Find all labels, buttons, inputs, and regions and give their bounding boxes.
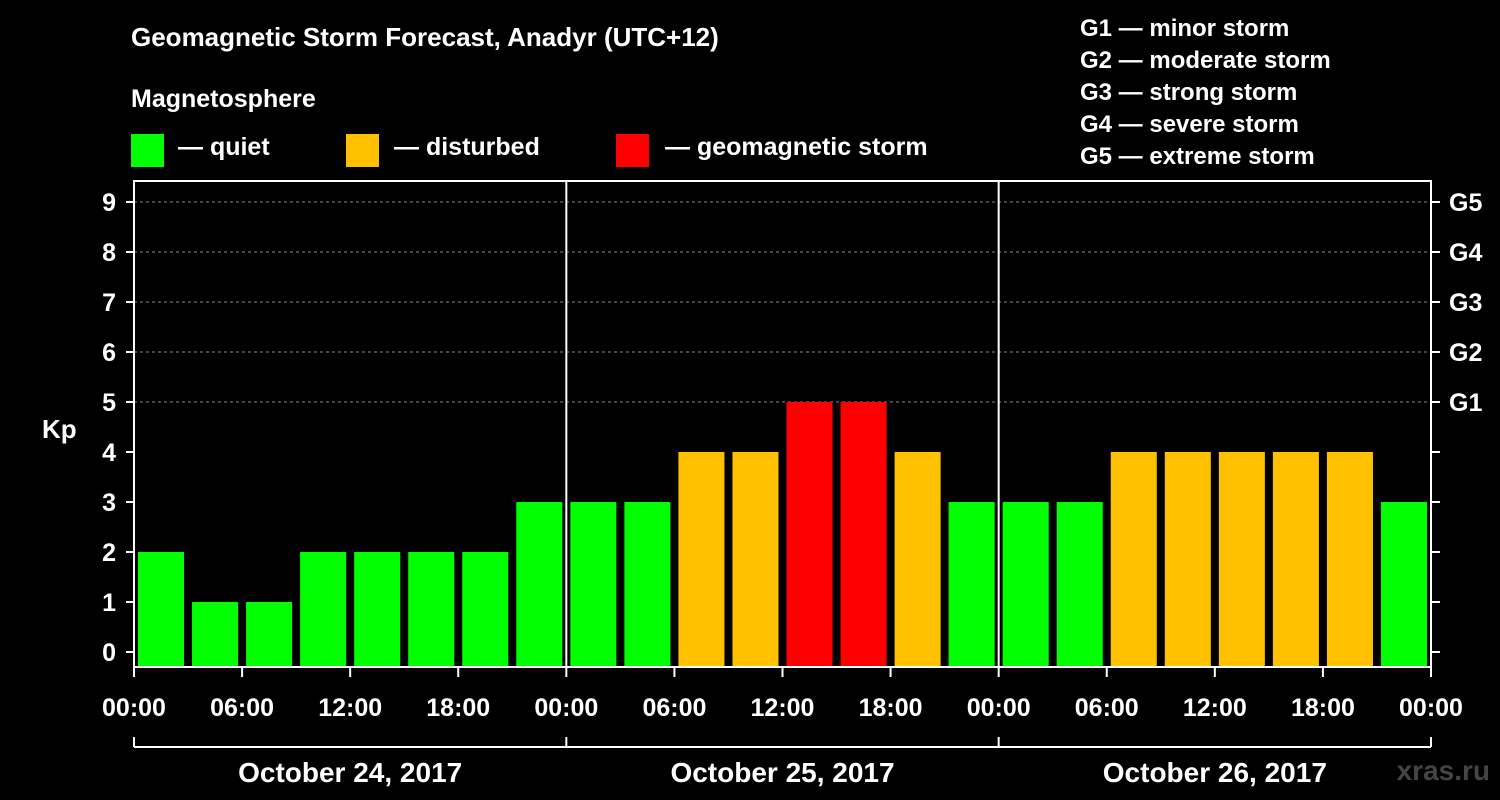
day-label-0: October 24, 2017 (238, 757, 462, 788)
bar-16 (1002, 502, 1049, 667)
y-tick-label-2: 2 (102, 539, 116, 567)
day-label-1: October 25, 2017 (670, 757, 894, 788)
x-tick-label-7: 18:00 (859, 694, 923, 722)
y-tick-label-3: 3 (102, 489, 116, 517)
y-tick-label-9: 9 (102, 189, 116, 217)
bar-23 (1380, 502, 1427, 667)
x-tick-label-8: 00:00 (967, 694, 1031, 722)
x-tick-label-1: 06:00 (210, 694, 274, 722)
bar-9 (624, 502, 671, 667)
y-tick-label-1: 1 (102, 589, 116, 617)
x-tick-label-4: 00:00 (534, 694, 598, 722)
right-tick-label-G1: G1 (1449, 389, 1482, 417)
bar-17 (1056, 502, 1103, 667)
right-tick-label-G5: G5 (1449, 189, 1482, 217)
day-label-2: October 26, 2017 (1103, 757, 1327, 788)
bar-2 (246, 602, 293, 667)
x-tick-label-3: 18:00 (426, 694, 490, 722)
y-tick-label-8: 8 (102, 239, 116, 267)
bar-19 (1164, 452, 1211, 667)
legend-swatch-storm (616, 134, 649, 167)
y-tick-label-5: 5 (102, 389, 116, 417)
g-scale-g4: G4 — severe storm (1080, 111, 1299, 138)
x-tick-label-12: 00:00 (1399, 694, 1463, 722)
x-tick-label-2: 12:00 (318, 694, 382, 722)
y-tick-label-7: 7 (102, 289, 116, 317)
bar-13 (840, 402, 887, 667)
x-tick-label-5: 06:00 (642, 694, 706, 722)
right-tick-label-G4: G4 (1449, 239, 1482, 267)
chart-title: Geomagnetic Storm Forecast, Anadyr (UTC+… (131, 22, 719, 52)
y-tick-label-6: 6 (102, 339, 116, 367)
legend-label-quiet: — quiet (178, 133, 270, 161)
y-axis-label: Kp (42, 414, 77, 444)
legend-label-storm: — geomagnetic storm (665, 133, 928, 161)
bar-4 (354, 552, 401, 667)
magnetosphere-label: Magnetosphere (131, 85, 316, 113)
bar-6 (462, 552, 509, 667)
legend-swatch-disturbed (346, 134, 379, 167)
bar-11 (732, 452, 779, 667)
bar-22 (1326, 452, 1373, 667)
bar-5 (408, 552, 455, 667)
right-tick-label-G3: G3 (1449, 289, 1482, 317)
bar-18 (1110, 452, 1157, 667)
bar-21 (1272, 452, 1319, 667)
bar-7 (516, 502, 563, 667)
bar-10 (678, 452, 725, 667)
y-tick-label-0: 0 (102, 639, 116, 667)
bar-3 (300, 552, 347, 667)
right-tick-label-G2: G2 (1449, 339, 1482, 367)
legend-label-disturbed: — disturbed (394, 133, 540, 161)
bar-12 (786, 402, 833, 667)
bar-8 (570, 502, 617, 667)
x-tick-label-6: 12:00 (751, 694, 815, 722)
bar-14 (894, 452, 941, 667)
bar-20 (1218, 452, 1265, 667)
y-tick-label-4: 4 (102, 439, 116, 467)
g-scale-g1: G1 — minor storm (1080, 15, 1290, 42)
g-scale-g2: G2 — moderate storm (1080, 47, 1331, 74)
x-tick-label-10: 12:00 (1183, 694, 1247, 722)
bar-15 (948, 502, 995, 667)
x-tick-label-11: 18:00 (1291, 694, 1355, 722)
legend-swatch-quiet (131, 134, 164, 167)
x-tick-label-9: 06:00 (1075, 694, 1139, 722)
bar-0 (138, 552, 185, 667)
g-scale-g5: G5 — extreme storm (1080, 143, 1315, 170)
bar-1 (192, 602, 239, 667)
x-tick-label-0: 00:00 (102, 694, 166, 722)
watermark: xras.ru (1396, 755, 1490, 786)
g-scale-g3: G3 — strong storm (1080, 79, 1298, 106)
